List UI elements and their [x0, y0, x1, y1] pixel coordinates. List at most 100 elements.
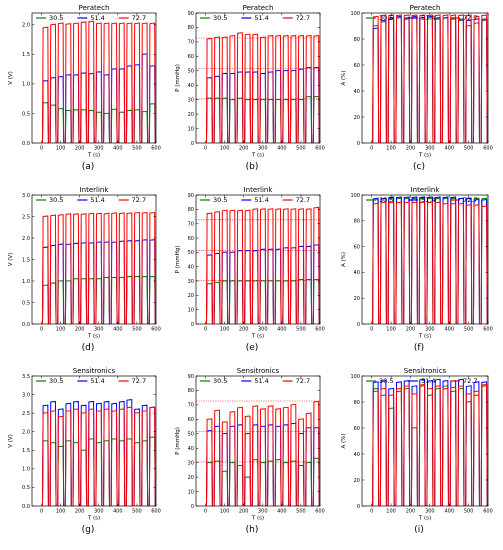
x-tick-label: 200	[75, 327, 85, 333]
legend-label: 30.5	[49, 14, 63, 22]
x-tick-label: 300	[425, 509, 435, 515]
x-tick-label: 400	[444, 509, 454, 515]
y-tick-label: 10	[188, 126, 194, 132]
x-tick-label: 100	[386, 509, 396, 515]
y-tick-label: 40	[188, 83, 194, 89]
y-tick-label: 1.0	[22, 279, 30, 285]
x-tick-label: 600	[483, 509, 493, 515]
y-tick-label: 80	[188, 207, 194, 213]
series-line-72.7	[41, 406, 156, 506]
panel-title: Interlink	[244, 186, 274, 194]
y-tick-label: 10	[188, 307, 194, 313]
x-tick-label: 600	[483, 146, 493, 152]
panel-e: Interlink 0 100 200 300 400 500 600 0 10 20 30 40 50 6…	[175, 186, 325, 353]
y-tick-label: 50	[188, 250, 194, 256]
legend-label: 72.7	[296, 14, 310, 22]
panel-sublabel: (f)	[414, 343, 424, 353]
x-tick-label: 200	[75, 509, 85, 515]
y-tick-label: 40	[188, 446, 194, 452]
x-tick-label: 400	[113, 146, 123, 152]
plot-frame	[31, 375, 157, 507]
y-tick-label: 80	[354, 219, 360, 225]
x-tick-label: 600	[315, 509, 325, 515]
x-tick-label: 400	[113, 509, 123, 515]
y-tick-label: 0	[357, 141, 360, 147]
y-axis-label: A (%)	[341, 70, 347, 85]
y-tick-label: 90	[188, 374, 194, 380]
x-tick-label: 100	[386, 327, 396, 333]
series-line-72.7	[372, 383, 488, 506]
series-line-51.4	[372, 196, 488, 324]
y-tick-label: 100	[350, 193, 360, 199]
panel-title: Peratech	[410, 4, 441, 12]
x-tick-label: 500	[464, 509, 474, 515]
y-tick-label: 60	[354, 426, 360, 432]
series-line-51.4	[372, 15, 488, 143]
panel-sublabel: (d)	[82, 343, 95, 353]
panel-title: Sensitronics	[73, 367, 116, 375]
x-tick-label: 0	[370, 509, 373, 515]
y-tick-label: 20	[354, 115, 360, 121]
x-tick-label: 500	[132, 327, 142, 333]
y-tick-label: 70	[188, 40, 194, 46]
y-tick-label: 40	[354, 270, 360, 276]
y-tick-label: 2.0	[22, 430, 30, 436]
panel-sublabel: (h)	[246, 525, 259, 535]
panel-f: Interlink 0 100 200 300 400 500 600 0 20 40 60 80 100…	[341, 186, 493, 353]
y-tick-label: 0	[191, 141, 194, 147]
y-tick-label: 3.0	[22, 392, 30, 398]
legend-label: 72.7	[463, 196, 477, 204]
panel-title: Sensitronics	[237, 367, 280, 375]
y-tick-label: 60	[354, 244, 360, 250]
legend-label: 30.5	[213, 196, 227, 204]
x-tick-label: 500	[464, 327, 474, 333]
series-line-72.7	[41, 211, 156, 324]
plot-frame	[361, 375, 489, 507]
y-tick-label: 0.5	[22, 485, 30, 491]
y-tick-label: 0.0	[22, 322, 30, 328]
y-tick-label: 20	[188, 293, 194, 299]
panel-c: Peratech 0 100 200 300 400 500 600 0 20 40 60 80 100 T…	[341, 4, 493, 172]
series-line-30.5	[41, 436, 156, 506]
x-tick-label: 500	[296, 509, 306, 515]
y-axis-label: P (mmHg)	[175, 427, 181, 455]
legend-label: 30.5	[213, 377, 227, 385]
y-axis-label: P (mmHg)	[175, 246, 181, 274]
y-tick-label: 30	[188, 279, 194, 285]
plot-frame	[31, 12, 157, 144]
legend-label: 51.4	[254, 14, 268, 22]
x-tick-label: 600	[151, 509, 161, 515]
x-tick-label: 500	[132, 146, 142, 152]
y-tick-label: 2.0	[22, 236, 30, 242]
legend-label: 51.4	[421, 377, 435, 385]
y-tick-label: 90	[188, 193, 194, 199]
x-tick-label: 200	[406, 327, 416, 333]
x-tick-label: 100	[386, 146, 396, 152]
plot-frame	[195, 194, 321, 325]
y-tick-label: 60	[354, 63, 360, 69]
x-tick-label: 400	[277, 146, 287, 152]
legend-label: 72.7	[296, 377, 310, 385]
y-tick-label: 40	[188, 264, 194, 270]
panel-sublabel: (c)	[413, 162, 425, 172]
y-tick-label: 2.5	[22, 214, 30, 220]
y-tick-label: 20	[354, 296, 360, 302]
panel-title: Sensitronics	[404, 367, 447, 375]
x-tick-label: 300	[258, 146, 268, 152]
y-axis-label: A (%)	[341, 433, 347, 448]
panel-i: Sensitronics 0 100 200 300 400 500 600 0 20 40 60 80…	[341, 367, 493, 535]
panel-title: Peratech	[243, 4, 274, 12]
x-tick-label: 100	[56, 327, 66, 333]
x-tick-label: 300	[94, 509, 104, 515]
y-tick-label: 70	[188, 403, 194, 409]
y-axis-label: A (%)	[341, 252, 347, 267]
x-tick-label: 100	[220, 146, 230, 152]
series-line-30.5	[205, 278, 320, 324]
y-tick-label: 1.0	[22, 467, 30, 473]
x-tick-label: 0	[370, 327, 373, 333]
y-tick-label: 20	[188, 475, 194, 481]
x-tick-label: 300	[94, 146, 104, 152]
y-tick-label: 0.0	[22, 504, 30, 510]
y-tick-label: 0	[357, 504, 360, 510]
